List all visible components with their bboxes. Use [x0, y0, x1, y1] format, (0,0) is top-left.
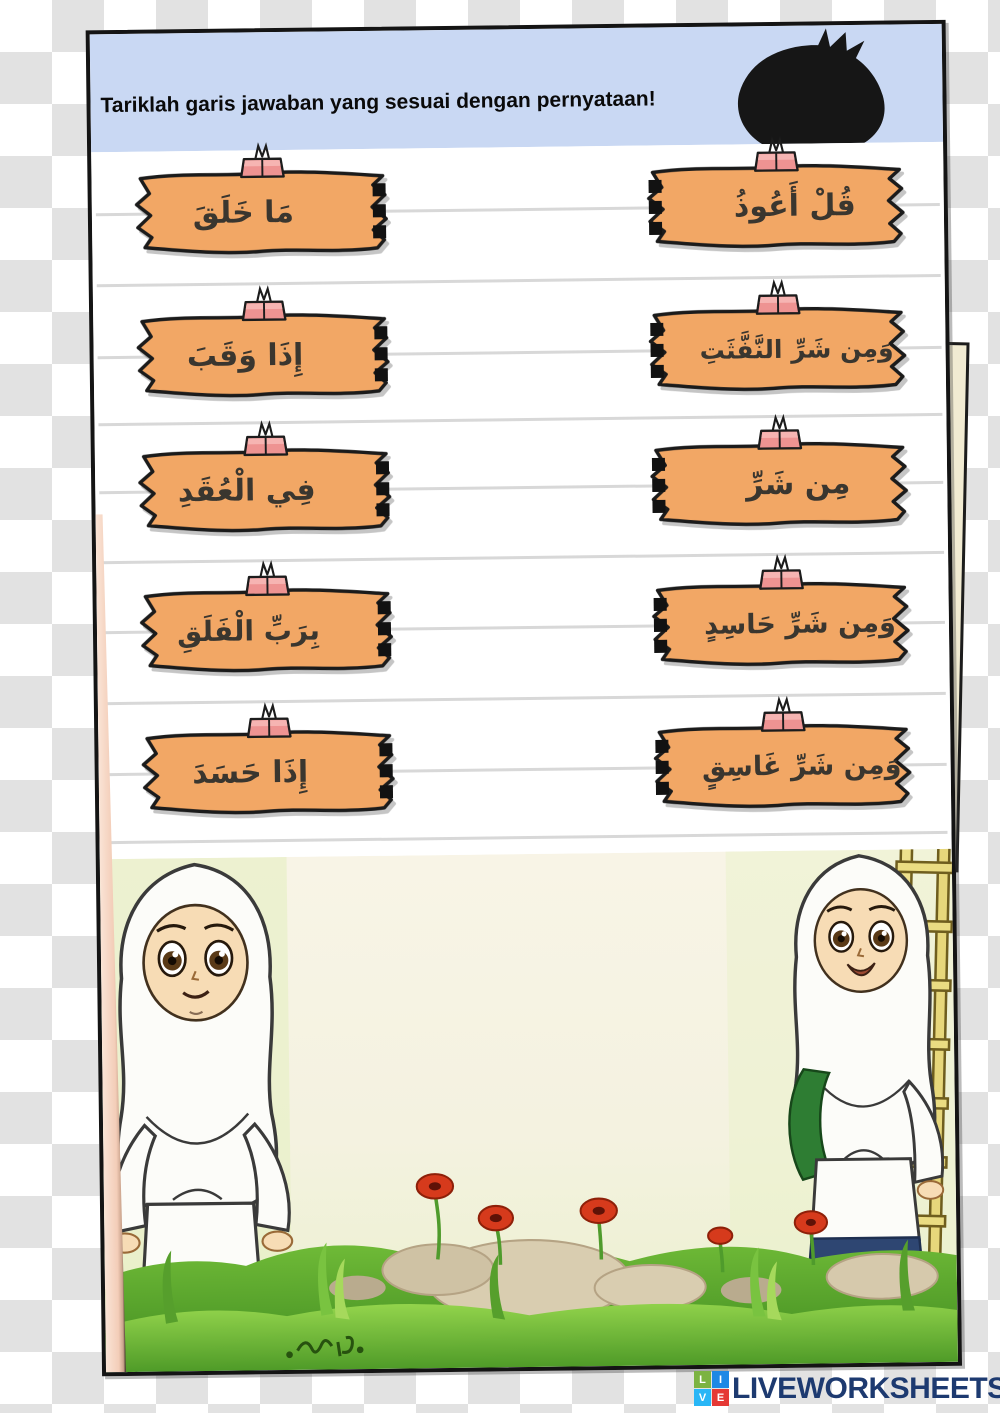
dot	[376, 503, 390, 517]
arabic-phrase: بِرَبِّ الْفَلَقِ	[176, 613, 321, 648]
dot	[648, 179, 662, 194]
answer-card-left-1[interactable]: مَا خَلَقَ	[123, 142, 401, 262]
dot	[650, 322, 664, 336]
connection-dots[interactable]	[374, 326, 388, 382]
dot	[375, 461, 390, 475]
dot	[374, 347, 388, 361]
binder-clip-icon	[239, 142, 285, 179]
arabic-phrase: وَمِن شَرِّ حَاسِدٍ	[703, 607, 896, 641]
ruled-line	[98, 412, 943, 427]
girl-left-illustration	[108, 862, 294, 1373]
connection-dots[interactable]	[375, 461, 390, 517]
arabic-phrase: وَمِن شَرِّ النَّفَّثَتِ	[699, 333, 894, 365]
dot	[650, 343, 664, 357]
arabic-phrase: مِن شَرِّ	[745, 465, 851, 502]
binder-clip-icon	[241, 285, 287, 322]
dot	[651, 457, 666, 471]
logo-square: E	[712, 1389, 729, 1406]
dot	[373, 225, 387, 239]
grass-front	[105, 1303, 958, 1373]
connection-dots[interactable]	[379, 743, 394, 799]
liveworksheets-logo-icon: L I V E	[694, 1371, 729, 1406]
binder-clip-icon	[759, 553, 804, 590]
dot	[653, 618, 668, 632]
connection-dots[interactable]	[651, 457, 666, 513]
answer-card-left-4[interactable]: بِرَبِّ الْفَلَقِ	[128, 560, 406, 680]
arabic-phrase: قُلْ أَعُوذُ	[733, 187, 856, 224]
answer-card-right-4[interactable]: وَمِن شَرِّ حَاسِدٍ	[640, 553, 923, 673]
binder-clip-icon	[242, 420, 288, 457]
answer-card-right-3[interactable]: مِن شَرِّ	[639, 413, 922, 533]
dot	[374, 368, 388, 382]
dot	[653, 597, 667, 611]
arabic-phrase: وَمِن شَرِّ غَاسِقٍ	[701, 748, 902, 783]
dot	[650, 364, 664, 378]
instruction-title: Tariklah garis jawaban yang sesuai denga…	[100, 87, 656, 118]
answer-card-right-5[interactable]: وَمِن شَرِّ غَاسِقٍ	[642, 695, 925, 815]
rocks	[329, 1239, 939, 1323]
header-band: Tariklah garis jawaban yang sesuai denga…	[89, 23, 944, 153]
worksheet-paper: Tariklah garis jawaban yang sesuai denga…	[85, 19, 963, 1377]
ruled-line	[101, 691, 946, 706]
answer-card-left-3[interactable]: فِي الْعُقَدِ	[127, 420, 405, 540]
binder-clip-icon	[760, 695, 806, 732]
logo-square: I	[712, 1371, 729, 1388]
answer-card-left-5[interactable]: إِذَا حَسَدَ	[130, 702, 408, 821]
dot	[652, 499, 666, 513]
ruled-line	[100, 550, 945, 565]
binder-clip-icon	[757, 413, 803, 450]
dot	[655, 760, 669, 774]
flowers	[415, 1173, 829, 1273]
liveworksheets-logo[interactable]: L I V E LIVEWORKSHEETS	[694, 1371, 1000, 1406]
logo-square: V	[694, 1389, 711, 1406]
dot	[652, 478, 666, 492]
connection-dots[interactable]	[650, 322, 664, 378]
dot	[379, 743, 393, 757]
answer-card-right-1[interactable]: قُلْ أَعُوذُ	[635, 135, 918, 255]
arabic-phrase: مَا خَلَقَ	[192, 194, 295, 231]
scene-illustration	[99, 848, 958, 1373]
arabic-phrase: إِذَا وَقَبَ	[186, 337, 304, 374]
signature-mark	[286, 1335, 364, 1359]
dot	[377, 601, 391, 615]
logo-square: L	[694, 1371, 711, 1388]
binder-clip-icon	[244, 560, 290, 597]
answer-card-left-2[interactable]: إِذَا وَقَبَ	[125, 285, 403, 405]
exercise-area: مَا خَلَقَ قُلْ أَعُوذُ إِذَا وَقَبَ وَم…	[91, 135, 952, 860]
binder-clip-icon	[246, 702, 292, 739]
scene-area	[99, 848, 958, 1373]
arabic-phrase: فِي الْعُقَدِ	[177, 472, 316, 509]
connection-dots[interactable]	[372, 183, 387, 239]
ruled-line	[103, 830, 948, 845]
binder-clip-icon	[755, 278, 801, 315]
connection-dots[interactable]	[655, 739, 670, 795]
dot	[372, 183, 386, 197]
dot	[649, 221, 663, 235]
dot	[655, 739, 669, 753]
connection-dots[interactable]	[653, 597, 668, 653]
logo-text: LIVEWORKSHEETS	[732, 1371, 1000, 1405]
grass-tufts	[162, 1239, 915, 1324]
dot	[372, 204, 386, 218]
ruled-line	[96, 273, 941, 288]
dot	[379, 764, 393, 778]
dot	[374, 326, 388, 340]
dot	[376, 482, 390, 496]
dot	[648, 200, 662, 215]
dot	[378, 643, 392, 657]
dot	[377, 622, 392, 636]
head-silhouette	[738, 28, 885, 153]
binder-clip-icon	[754, 135, 799, 172]
dot	[654, 639, 668, 653]
arabic-phrase: إِذَا حَسَدَ	[192, 754, 309, 791]
connection-dots[interactable]	[377, 601, 392, 657]
dot	[379, 785, 394, 799]
answer-card-right-2[interactable]: وَمِن شَرِّ النَّفَّثَتِ	[637, 278, 920, 398]
connection-dots[interactable]	[648, 179, 663, 235]
dot	[655, 781, 670, 795]
